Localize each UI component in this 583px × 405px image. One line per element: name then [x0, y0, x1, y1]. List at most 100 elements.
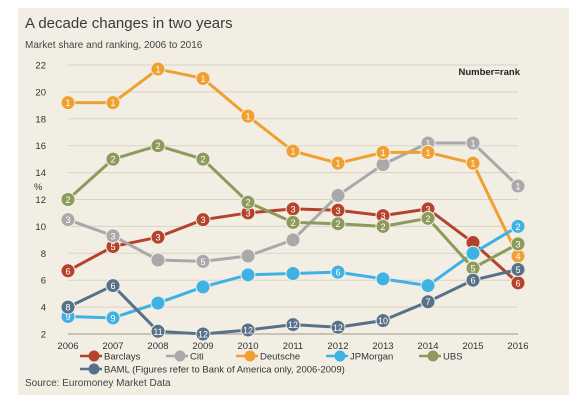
rank-label: 1: [155, 65, 160, 75]
data-point: 3: [285, 201, 301, 217]
rank-label: 6: [515, 278, 520, 288]
data-point: 1: [375, 144, 391, 160]
rank-marker: [60, 299, 76, 315]
rank-marker: [150, 229, 166, 245]
rank-label: 7: [425, 297, 430, 307]
rank-marker: [285, 232, 301, 248]
y-tick-label: 12: [35, 195, 46, 206]
y-tick-label: 2: [41, 330, 46, 341]
legend-item: UBS: [419, 350, 463, 363]
rank-label: 12: [333, 323, 343, 333]
x-tick-label: 2011: [283, 341, 303, 352]
rank-label: 1: [425, 139, 430, 149]
data-point: 1: [105, 95, 121, 111]
annotation-note: Number=rank: [458, 67, 520, 78]
chart-title: A decade changes in two years: [25, 15, 233, 32]
rank-marker: [150, 252, 166, 268]
rank-label: 2: [65, 195, 70, 205]
rank-marker: [60, 192, 76, 207]
rank-marker: [195, 212, 211, 228]
data-point: [330, 187, 346, 203]
data-point: 2: [510, 218, 526, 234]
y-tick-label: 16: [35, 141, 46, 152]
data-point: 5: [510, 261, 526, 277]
data-point: 2: [240, 194, 256, 210]
data-point: 12: [240, 322, 256, 338]
rank-label: 9: [110, 313, 115, 323]
data-point: 1: [510, 178, 526, 194]
rank-marker: [510, 261, 526, 277]
rank-marker: [375, 271, 391, 287]
rank-label: 2: [155, 141, 160, 151]
legend-item: Barclays: [80, 350, 141, 363]
rank-marker: [330, 319, 346, 335]
legend-item: JPMorgan: [326, 350, 393, 363]
x-tick-label: 2015: [462, 341, 483, 352]
rank-label: 3: [290, 204, 295, 214]
rank-marker: [150, 323, 166, 339]
legend-swatch-marker: [427, 350, 439, 362]
x-tick-label: 2007: [102, 341, 123, 352]
legend-swatch-marker: [88, 350, 100, 362]
y-tick-label: 18: [35, 114, 46, 125]
legend-label: BAML (Figures refer to Bank of America o…: [104, 365, 345, 376]
data-point: 6: [60, 263, 76, 279]
data-point: 1: [465, 135, 481, 151]
data-point: 6: [105, 278, 121, 294]
rank-label: 1: [335, 159, 340, 169]
legend-swatch-marker: [88, 363, 100, 375]
rank-label: 1: [380, 148, 385, 158]
data-point: 12: [330, 319, 346, 335]
x-tick-label: 2008: [147, 341, 168, 352]
data-point: 3: [510, 236, 526, 252]
rank-label: 1: [470, 139, 475, 149]
data-point: 12: [195, 326, 211, 342]
y-tick-label: 8: [41, 249, 46, 260]
data-point: 1: [60, 95, 76, 111]
x-tick-label: 2014: [417, 341, 438, 352]
data-point: 2: [375, 218, 391, 234]
rank-marker: [285, 214, 301, 230]
rank-label: 2: [200, 155, 205, 165]
data-point: 1: [195, 70, 211, 86]
data-point: [150, 295, 166, 311]
rank-label: 3: [425, 204, 430, 214]
legend-item: Deutsche: [236, 350, 300, 363]
rank-marker: [240, 267, 256, 283]
rank-label: 1: [110, 98, 115, 108]
rank-marker: [330, 216, 346, 232]
rank-label: 2: [110, 155, 115, 165]
legend-label: Citi: [190, 352, 204, 363]
y-tick-label: 20: [35, 87, 46, 98]
data-point: 2: [105, 151, 121, 167]
data-point: 12: [285, 317, 301, 333]
rank-marker: [105, 151, 121, 167]
legend-swatch-marker: [174, 350, 186, 362]
rank-marker: [420, 144, 436, 160]
rank-marker: [510, 178, 526, 194]
rank-marker: [420, 210, 436, 226]
rank-marker: [105, 278, 121, 294]
rank-label: 1: [515, 182, 520, 192]
rank-marker: [150, 61, 166, 77]
data-point: 1: [420, 144, 436, 160]
rank-marker: [195, 151, 211, 167]
rank-marker: [240, 194, 256, 210]
x-tick-label: 2009: [192, 341, 213, 352]
data-point: 3: [240, 205, 256, 221]
rank-marker: [510, 218, 526, 234]
legend-label: Deutsche: [260, 352, 300, 363]
legend-label: UBS: [443, 352, 463, 363]
data-point: 3: [195, 212, 211, 228]
data-point: 2: [420, 210, 436, 226]
rank-marker: [420, 278, 436, 294]
data-point: [285, 265, 301, 281]
legend-item: Citi: [166, 350, 204, 363]
data-point: [285, 232, 301, 248]
rank-marker: [60, 263, 76, 279]
x-tick-label: 2006: [57, 341, 78, 352]
data-point: 5: [195, 253, 211, 269]
y-tick-label: 10: [35, 222, 46, 233]
x-tick-label: 2013: [372, 341, 393, 352]
